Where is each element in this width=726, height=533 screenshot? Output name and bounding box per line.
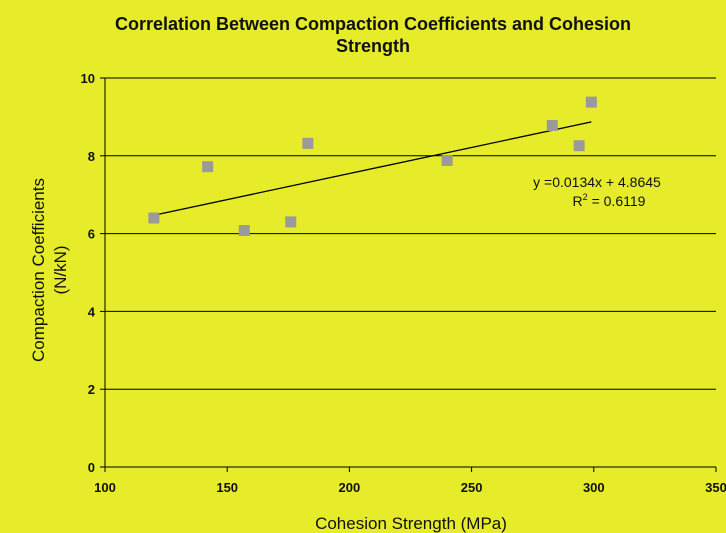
trend-equation: y =0.0134x + 4.8645: [533, 174, 661, 190]
x-tick-label-350: 350: [705, 480, 726, 495]
data-point-8: [573, 140, 585, 152]
data-point-9: [585, 96, 597, 108]
chart-title-line2: Strength: [336, 36, 410, 56]
r-squared-label: R2 = 0.6119: [573, 192, 646, 209]
y-axis-label-line2: (N/kN): [51, 245, 70, 294]
y-tick-label-0: 0: [88, 460, 95, 475]
x-tick-label-250: 250: [461, 480, 483, 495]
chart-title-line1: Correlation Between Compaction Coefficie…: [115, 14, 631, 34]
x-axis-label: Cohesion Strength (MPa): [315, 514, 507, 533]
data-points: [148, 96, 597, 236]
y-tick-label-6: 6: [88, 227, 95, 242]
y-tick-labels: 0 2 4 6 8 10: [81, 71, 96, 475]
y-axis-label-line1: Compaction Coefficients: [29, 178, 48, 362]
y-tick-label-10: 10: [81, 71, 95, 86]
y-tick-label-4: 4: [88, 304, 96, 319]
y-tick-label-8: 8: [88, 149, 95, 164]
x-tick-label-150: 150: [216, 480, 238, 495]
data-point-5: [302, 137, 314, 149]
data-point-7: [546, 119, 558, 131]
x-tick-labels: 100 150 200 250 300 350: [94, 480, 726, 495]
data-point-6: [441, 154, 453, 166]
data-point-2: [202, 161, 214, 173]
y-tick-label-2: 2: [88, 382, 95, 397]
x-tick-label-300: 300: [583, 480, 605, 495]
trendline: [153, 121, 592, 216]
axes: [100, 77, 717, 472]
x-tick-label-100: 100: [94, 480, 116, 495]
data-point-3: [238, 224, 250, 236]
data-point-1: [148, 212, 160, 224]
data-point-4: [285, 216, 297, 228]
gridlines: [105, 77, 716, 390]
x-tick-label-200: 200: [339, 480, 361, 495]
